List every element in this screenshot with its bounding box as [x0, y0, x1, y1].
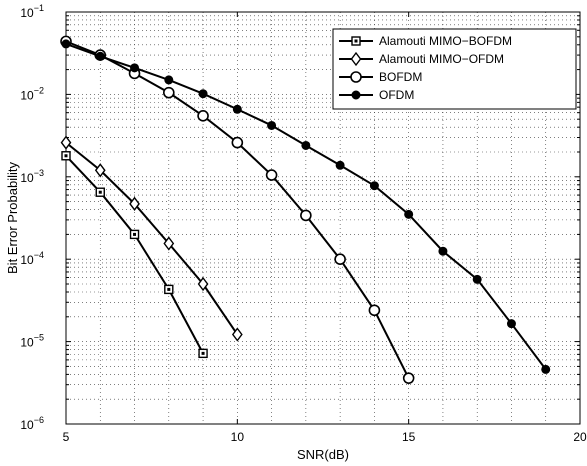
- data-point: [163, 86, 175, 99]
- data-point: [267, 120, 277, 130]
- x-tick-label: 20: [573, 430, 587, 444]
- data-point: [95, 51, 105, 61]
- data-point: [198, 89, 208, 99]
- legend: Alamouti MIMO−BOFDM Alamouti MIMO−OFDM BOF…: [332, 28, 577, 110]
- plot-frame: [65, 11, 581, 425]
- x-axis-label: SNR(dB): [297, 447, 349, 462]
- y-tick-label: 10−4: [20, 250, 44, 267]
- legend-marker: [351, 90, 361, 100]
- data-point: [506, 319, 516, 329]
- data-point: [197, 276, 209, 292]
- data-point: [231, 327, 243, 342]
- x-tick-label: 10: [231, 430, 245, 444]
- data-point: [300, 209, 312, 222]
- data-point: [197, 109, 209, 122]
- data-point-center: [201, 351, 205, 355]
- y-tick-label: 10−3: [20, 168, 44, 185]
- data-point: [94, 163, 106, 178]
- data-point: [61, 39, 71, 49]
- series-0: [61, 151, 208, 359]
- data-point: [265, 169, 278, 181]
- x-tick-label: 5: [63, 430, 70, 444]
- grid: [66, 12, 580, 424]
- y-tick-label: 10−5: [20, 333, 44, 350]
- series-layer: [60, 35, 551, 384]
- y-axis-label: Bit Error Probability: [5, 162, 20, 274]
- legend-label: BOFDM: [379, 70, 422, 84]
- legend-label: Alamouti MIMO−OFDM: [379, 52, 504, 66]
- x-tick-label: 15: [402, 430, 416, 444]
- data-point: [404, 209, 414, 219]
- data-point: [335, 160, 345, 170]
- data-point-center: [167, 287, 171, 291]
- data-point: [164, 75, 174, 85]
- data-point-center: [98, 190, 102, 194]
- data-point: [369, 181, 379, 191]
- series-1: [60, 135, 243, 342]
- legend-marker: [350, 51, 362, 67]
- data-point: [60, 135, 72, 150]
- data-point: [301, 140, 311, 150]
- y-tick-label: 10−2: [20, 85, 44, 102]
- data-point: [163, 236, 175, 251]
- data-point: [334, 253, 346, 266]
- data-point: [130, 63, 140, 73]
- legend-marker: [350, 71, 362, 83]
- data-point: [541, 364, 551, 374]
- series-line: [65, 141, 239, 336]
- data-point-center: [64, 154, 68, 158]
- legend-box: [332, 28, 577, 110]
- data-point: [402, 372, 415, 384]
- data-point: [129, 196, 140, 211]
- series-3: [61, 39, 551, 374]
- legend-marker-center: [354, 39, 358, 43]
- y-tick-label: 10−6: [20, 415, 44, 432]
- data-point: [472, 274, 482, 284]
- legend-label: OFDM: [379, 88, 414, 102]
- data-point: [438, 246, 448, 256]
- y-tick-label: 10−1: [20, 3, 44, 20]
- data-point: [232, 104, 242, 114]
- legend-label: Alamouti MIMO−BOFDM: [379, 34, 512, 48]
- data-point: [368, 304, 381, 317]
- data-point-center: [133, 232, 137, 236]
- series-line: [65, 155, 204, 354]
- data-point: [231, 136, 244, 149]
